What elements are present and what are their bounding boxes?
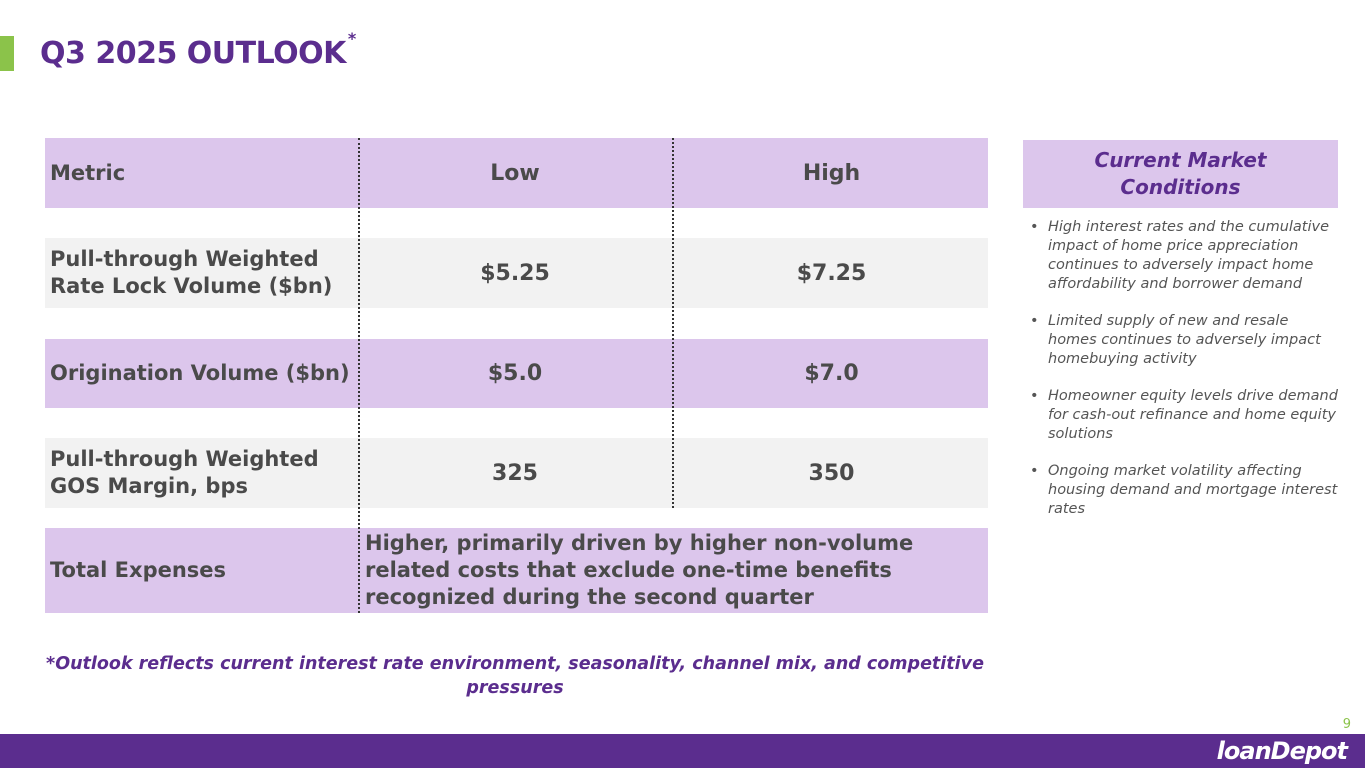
footnote: *Outlook reflects current interest rate … <box>46 654 984 698</box>
header-high: High <box>802 160 861 186</box>
row-low: $5.25 <box>480 260 550 286</box>
table-header-row: Metric Low High <box>45 138 988 208</box>
page-number: 9 <box>1342 717 1351 732</box>
table-row: Pull-through Weighted GOS Margin, bps 32… <box>45 438 988 508</box>
title-accent-bar <box>0 36 14 71</box>
header-low: Low <box>490 160 540 186</box>
footer-bar: loanDepot <box>0 734 1365 768</box>
row-metric: Origination Volume ($bn) <box>50 361 350 385</box>
column-divider <box>672 138 674 508</box>
row-metric: Pull-through Weighted GOS Margin, bps <box>50 447 319 498</box>
page-title: Q3 2025 OUTLOOK * <box>40 29 356 71</box>
brand-logo: loanDepot <box>1216 737 1348 765</box>
row-high: 350 <box>808 460 855 486</box>
table-row: Origination Volume ($bn) $5.0 $7.0 <box>45 339 988 408</box>
row-low: $5.0 <box>487 361 543 386</box>
row-metric: Total Expenses <box>50 558 227 582</box>
row-high: $7.0 <box>804 361 859 386</box>
header-metric: Metric <box>50 160 126 185</box>
list-item: • Limited supply of new and resale homes … <box>1030 313 1321 367</box>
row-high: $7.25 <box>796 260 867 286</box>
table-row-expenses: Total Expenses Higher, primarily driven … <box>45 528 988 613</box>
expenses-description: Higher, primarily driven by higher non-v… <box>365 531 914 609</box>
title-asterisk: * <box>347 29 356 48</box>
market-conditions-list: • High interest rates and the cumulative … <box>1030 218 1340 537</box>
row-low: 325 <box>492 460 538 486</box>
outlook-table: Metric Low High Pull-through Weighted Ra… <box>45 138 988 613</box>
column-divider <box>358 138 360 613</box>
table-row: Pull-through Weighted Rate Lock Volume (… <box>45 238 988 308</box>
row-metric: Pull-through Weighted Rate Lock Volume (… <box>50 247 333 298</box>
list-item: • Homeowner equity levels drive demand fo… <box>1030 388 1338 442</box>
list-item: • High interest rates and the cumulative … <box>1030 219 1330 292</box>
market-conditions-title: Current Market Conditions <box>1023 140 1338 208</box>
list-item: • Ongoing market volatility affecting hou… <box>1030 463 1338 517</box>
